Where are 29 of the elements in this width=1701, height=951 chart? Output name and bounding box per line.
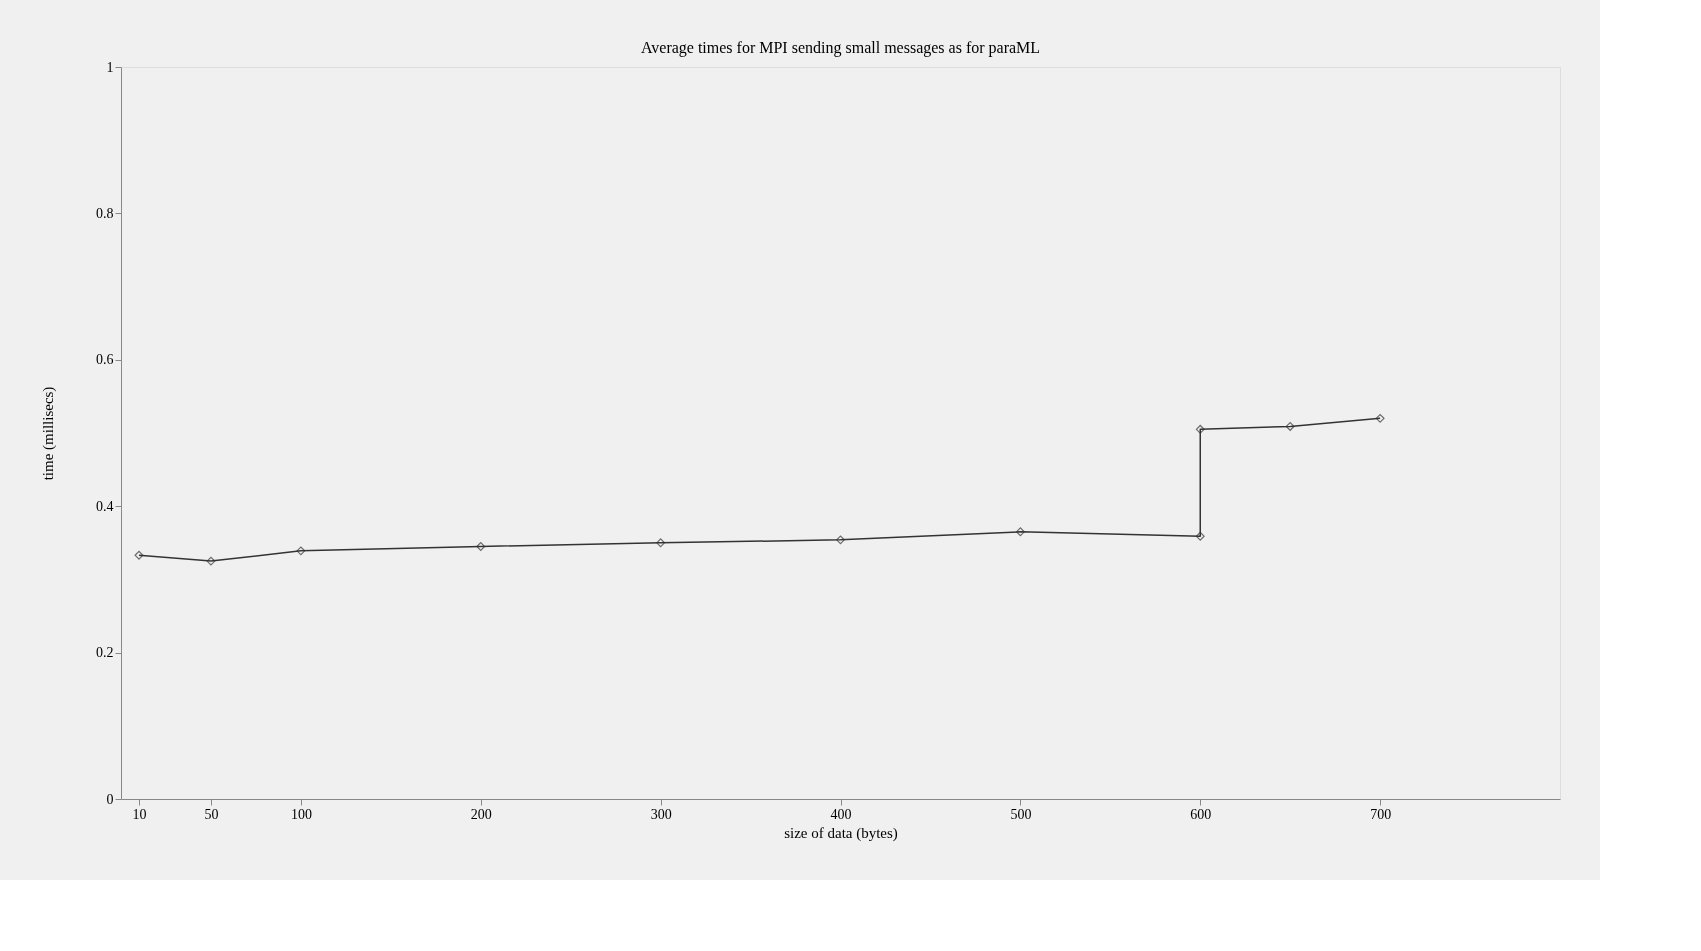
x-tick-label: 300 [650,806,672,822]
point [1285,421,1295,431]
y-tick-label: 0.4 [96,498,114,514]
x-tick-label: 700 [1370,806,1392,822]
x-axis-title: size of data (bytes) [784,824,898,842]
point [296,546,306,556]
x-tick-label: 100 [290,806,312,822]
point [206,556,216,566]
y-axis-title: time (millisecs) [40,386,57,481]
y-tick-label: 0.2 [96,645,114,661]
chart-title: Average times for MPI sending small messages as for paraML [640,39,1041,57]
y-tick-label: 1 [106,59,114,75]
point [1375,413,1385,423]
x-tick-label: 600 [1190,806,1212,822]
y-tick-label: 0 [106,791,114,807]
x-tick-label: 50 [204,806,219,822]
point [476,541,486,551]
point [1195,424,1205,434]
point [134,550,144,560]
x-tick-label: 10 [132,806,147,822]
point [836,535,845,545]
x-tick-label: 500 [1010,806,1032,822]
point [656,538,666,548]
point [1015,527,1025,537]
x-tick-label: 400 [830,806,852,822]
y-tick-label: 0.6 [96,352,114,368]
point [1195,531,1205,541]
y-tick-label: 0.8 [96,205,114,221]
x-tick-label: 200 [470,806,492,822]
